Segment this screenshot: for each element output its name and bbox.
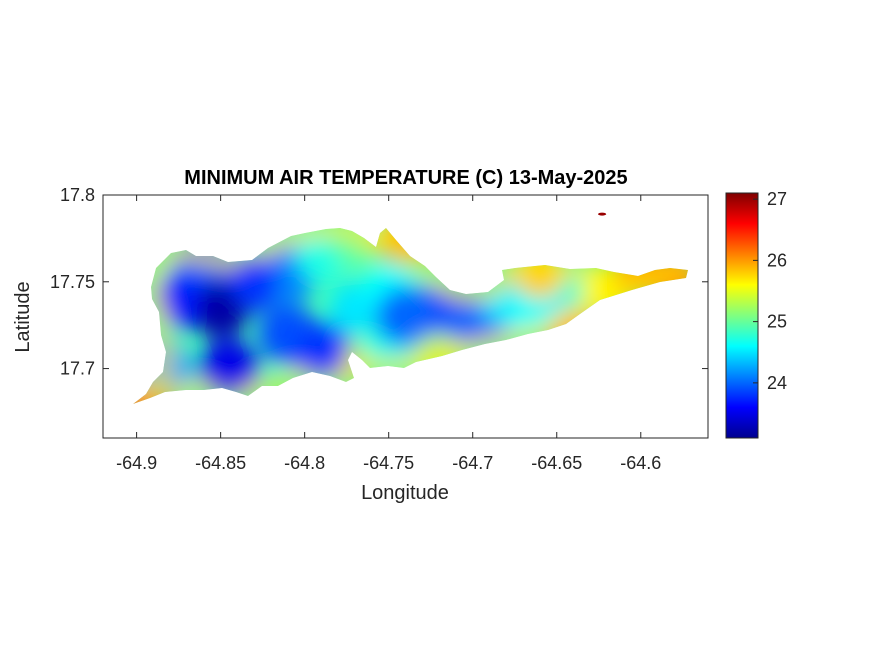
y-tick-label: 17.8	[60, 185, 95, 205]
cay-point	[598, 212, 607, 216]
colorbar-ticks: 27 26 25 24	[753, 189, 787, 393]
colorbar-tick-label: 26	[767, 250, 787, 270]
heat-point-core	[297, 327, 346, 376]
x-tick-label: -64.6	[620, 453, 661, 473]
y-axis-ticks: 17.8 17.75 17.7	[50, 185, 708, 379]
offshore-cay	[598, 212, 607, 216]
heat-point-core	[196, 283, 245, 332]
colorbar	[725, 192, 759, 439]
x-axis-ticks: -64.9 -64.85 -64.8 -64.75 -64.7 -64.65 -64.6	[116, 195, 661, 473]
x-tick-label: -64.8	[284, 453, 325, 473]
x-tick-label: -64.75	[363, 453, 414, 473]
heat-point-core	[205, 344, 253, 393]
x-axis-label: Longitude	[361, 482, 449, 504]
x-tick-label: -64.65	[531, 453, 582, 473]
y-axis-label: Latitude	[12, 281, 34, 352]
y-tick-label: 17.7	[60, 359, 95, 379]
x-tick-label: -64.85	[195, 453, 246, 473]
colorbar-tick-label: 24	[767, 373, 787, 393]
x-tick-label: -64.7	[452, 453, 493, 473]
warm-coastal-rim	[133, 228, 688, 404]
chart-title: MINIMUM AIR TEMPERATURE (C) 13-May-2025	[184, 167, 627, 189]
x-tick-label: -64.9	[116, 453, 157, 473]
y-tick-label: 17.75	[50, 272, 95, 292]
heat-point-core	[230, 257, 279, 306]
colorbar-tick-label: 25	[767, 312, 787, 332]
colorbar-tick-label: 27	[767, 189, 787, 209]
